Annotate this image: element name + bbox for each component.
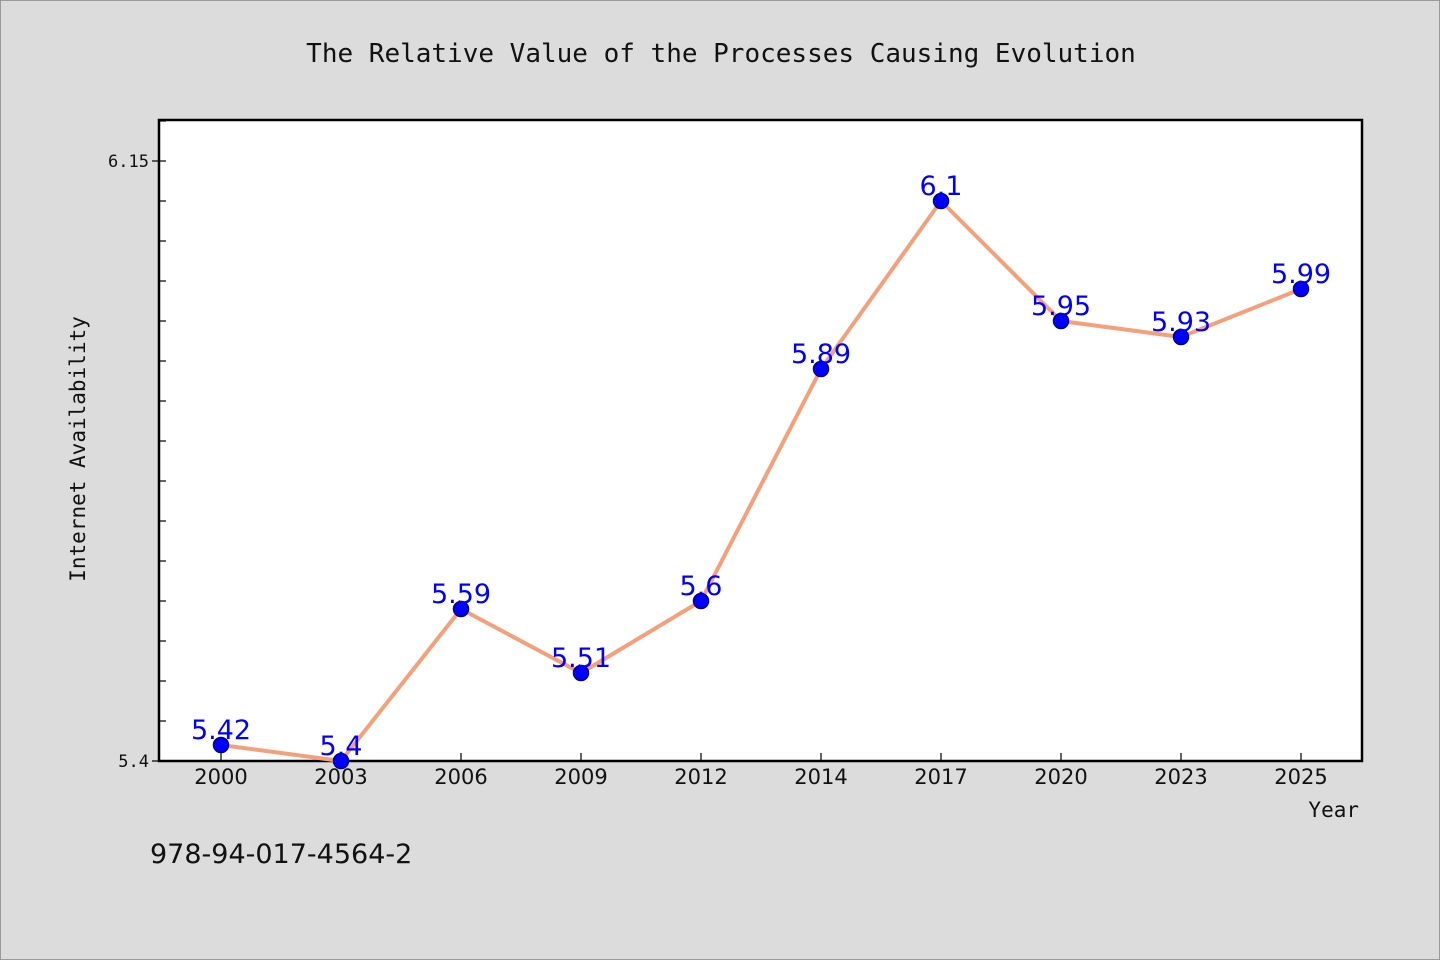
data-label: 5.51: [551, 643, 611, 674]
footer-code: 978-94-017-4564-2: [150, 839, 412, 870]
data-label: 5.42: [191, 715, 251, 746]
data-label: 5.6: [680, 571, 723, 602]
data-label: 5.59: [431, 579, 491, 610]
data-label: 5.95: [1031, 291, 1091, 322]
series-line: [219, 199, 1303, 763]
data-label: 5.89: [791, 339, 851, 370]
data-point: [1052, 312, 1070, 330]
data-point: [932, 192, 950, 210]
y-tick-label: 5.4: [118, 752, 149, 772]
data-point: [812, 360, 830, 378]
y-axis-label: Internet Availability: [66, 316, 90, 582]
data-point: [332, 752, 350, 770]
data-label: 6.1: [920, 171, 963, 202]
x-tick-label: 2012: [674, 765, 727, 789]
x-axis-tick-labels: 2000 2003 2006 2009 2012 2014 2017 2020 2023 2025: [194, 765, 1327, 789]
data-point: [692, 592, 710, 610]
chart-title: The Relative Value of the Processes Caus…: [306, 39, 1136, 69]
x-tick-label: 2025: [1274, 765, 1327, 789]
x-tick-label: 2009: [554, 765, 607, 789]
x-tick-label: 2020: [1034, 765, 1087, 789]
data-point: [452, 600, 470, 618]
x-tick-label: 2006: [434, 765, 487, 789]
data-point: [572, 664, 590, 682]
x-tick-label: 2023: [1154, 765, 1207, 789]
x-tick-label: 2000: [194, 765, 247, 789]
x-axis-label: Year: [1308, 798, 1359, 822]
data-label: 5.99: [1271, 259, 1331, 290]
y-tick-label: 6.15: [108, 152, 149, 172]
series-markers: [212, 192, 1310, 770]
y-axis-tick-labels: 5.4 6.15: [108, 152, 159, 772]
y-axis-minor-ticks: [159, 120, 166, 762]
data-point: [1172, 328, 1190, 346]
data-point: [1292, 280, 1310, 298]
data-label: 5.93: [1151, 307, 1211, 338]
data-labels: 5.42 5.4 5.59 5.51 5.6 5.89 6.1 5.95 5.93 5.99: [191, 171, 1331, 762]
plot-area: [157, 118, 1364, 763]
data-label: 5.4: [320, 731, 363, 762]
x-tick-label: 2014: [794, 765, 847, 789]
data-point: [212, 736, 230, 754]
x-tick-label: 2017: [914, 765, 967, 789]
